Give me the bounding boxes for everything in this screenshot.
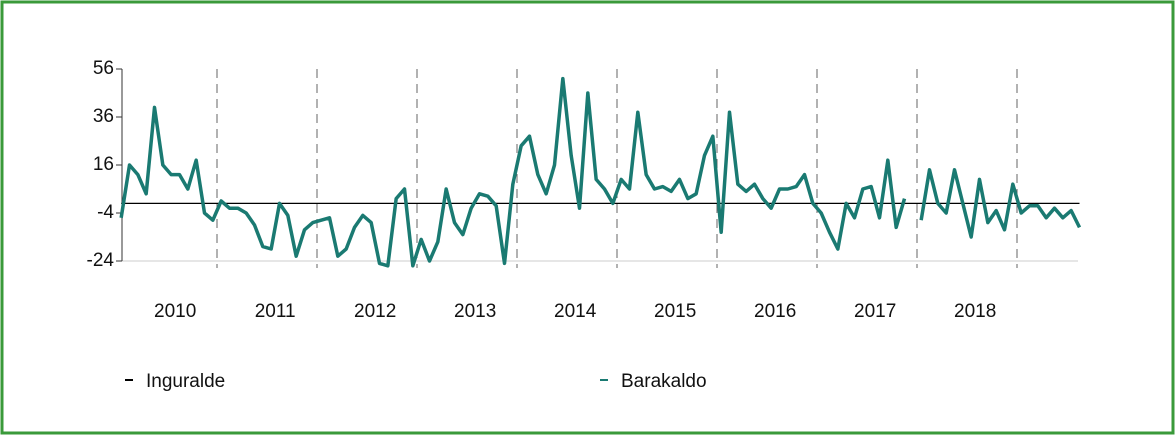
series-line [119,76,1082,268]
x-tick-label: 2014 [554,301,597,322]
x-tick-label: 2017 [854,301,896,322]
x-tick-label: 2012 [354,301,396,322]
y-tick-label: -24 [87,250,115,271]
x-tick-label: 2016 [754,301,796,322]
x-tick-label: 2013 [454,301,496,322]
x-tick-label: 2018 [954,301,996,322]
x-tick-label: 2011 [255,301,296,322]
x-tick-label: 2010 [154,301,196,322]
y-tick-label: -4 [97,202,114,223]
y-tick-label: 56 [93,58,114,79]
y-tick-label: 36 [93,106,114,127]
legend-label: Inguralde [146,371,225,392]
y-tick-label: 16 [93,154,114,175]
legend-label: Barakaldo [621,371,707,392]
x-tick-label: 2015 [654,301,696,322]
